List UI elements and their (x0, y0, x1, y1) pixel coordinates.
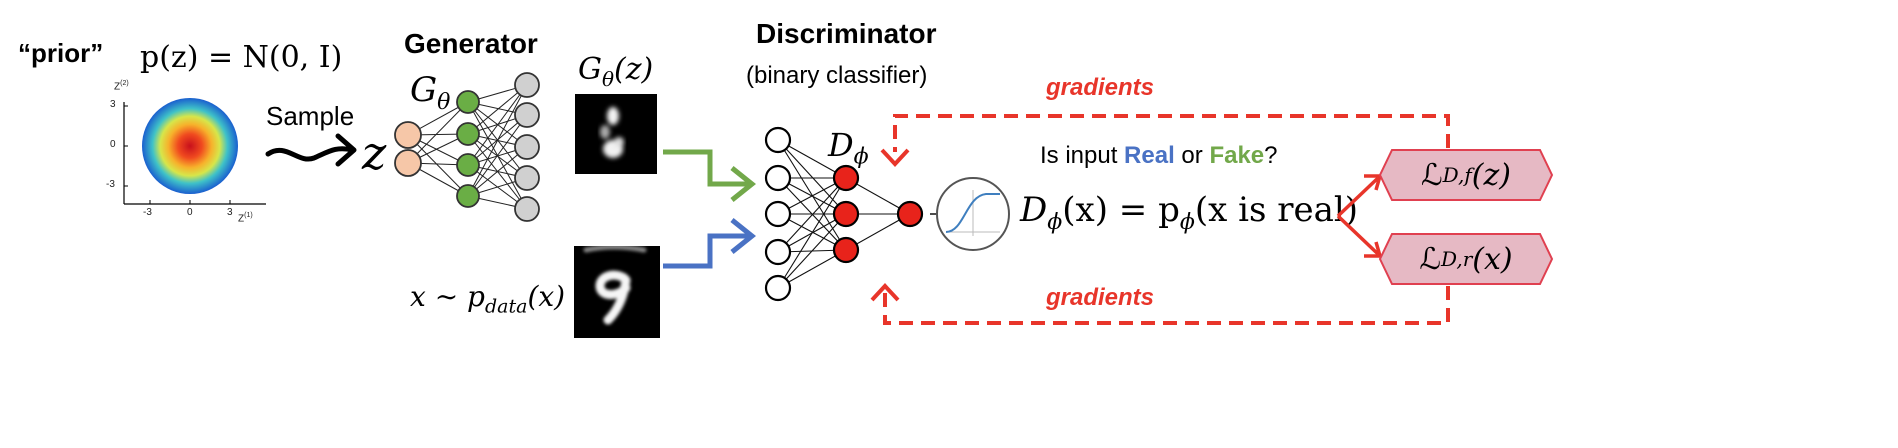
question-suffix: ? (1264, 142, 1278, 169)
question-prefix: Is input (1040, 142, 1125, 169)
data-label-sub: data (484, 295, 528, 318)
loss-real-box: ℒ D,r (x) (1378, 232, 1554, 286)
formula-end: (x is real) (1194, 190, 1359, 230)
z-symbol: z (362, 126, 387, 180)
generated-label-arg: (z) (614, 52, 654, 87)
generated-label-sub: θ (601, 67, 615, 91)
formula-middle: (x) = p (1062, 190, 1180, 230)
sample-arrow (265, 133, 357, 167)
real-image (574, 246, 660, 338)
prior-x-tick-3: 3 (227, 207, 233, 218)
gen-hidden-node (456, 122, 480, 146)
discriminator-symbol-d: D (828, 126, 854, 164)
sample-label: Sample (266, 101, 355, 131)
question-real: Real (1124, 142, 1175, 169)
data-distribution-label: x ∼ pdata(x) (410, 280, 565, 318)
discriminator-output-formula: Dϕ(x) = pϕ(x is real) (1020, 190, 1358, 235)
disc-input-node (764, 200, 792, 228)
sigmoid-icon (930, 177, 1010, 251)
prior-x-axis-label: Z (238, 213, 245, 225)
generator-network (394, 72, 540, 222)
disc-hidden-node (832, 164, 860, 192)
gen-hidden-node (456, 153, 480, 177)
latent-node (394, 149, 422, 177)
generated-sample-label: Gθ(z) (578, 52, 653, 91)
question-fake: Fake (1209, 142, 1265, 169)
prior-x-axis-sup: (1) (244, 212, 253, 219)
prior-y-tick-3: 3 (110, 99, 116, 110)
real-input-arrow (663, 218, 757, 269)
generator-symbol-sub: θ (437, 89, 451, 115)
gradients-top-label: gradients (1046, 74, 1155, 101)
gen-output-node (514, 102, 540, 128)
generator-title: Generator (404, 28, 538, 59)
disc-input-node (764, 274, 792, 302)
gradients-bottom-label: gradients (1046, 284, 1155, 311)
discriminator-subtitle: (binary classifier) (746, 62, 928, 89)
disc-input-node (764, 164, 792, 192)
gaussian-density (142, 98, 238, 194)
loss-real-sub: D,r (1441, 247, 1473, 271)
loss-real-arg: (x) (1472, 241, 1513, 277)
gen-output-node (514, 196, 540, 222)
formula-d-sub: ϕ (1047, 209, 1063, 235)
gen-hidden-node (456, 90, 480, 114)
latent-node (394, 121, 422, 149)
data-label-prefix: x ∼ p (410, 280, 485, 313)
gradient-bottom-path (883, 286, 1450, 325)
formula-d: D (1020, 190, 1048, 230)
formula-p-sub: ϕ (1179, 209, 1195, 235)
disc-input-node (764, 238, 792, 266)
generator-symbol: Gθ (410, 70, 450, 115)
prior-x-tick-0: 0 (187, 207, 193, 218)
loss-fake-box: ℒ D,f (z) (1378, 148, 1554, 202)
discriminator-title: Discriminator (756, 18, 937, 49)
disc-hidden-node (832, 236, 860, 264)
classification-question: Is input Real or Fake? (1040, 142, 1278, 170)
discriminator-symbol-sub: ϕ (853, 144, 869, 170)
loss-fake-arg: (z) (1471, 157, 1511, 193)
prior-gaussian-plot (123, 98, 266, 205)
fake-input-arrow (663, 149, 757, 202)
prior-formula: p(z) = N(0, I) (140, 40, 343, 75)
disc-output-node (896, 200, 924, 228)
generator-symbol-g: G (410, 70, 438, 110)
discriminator-symbol: Dϕ (828, 126, 869, 169)
prior-y-tick-0: 0 (110, 139, 116, 150)
prior-y-axis-sup: (2) (120, 80, 129, 87)
generated-label-g: G (578, 52, 602, 87)
discriminator-network (764, 126, 924, 302)
loss-fake-sub: D,f (1442, 163, 1472, 187)
gen-hidden-node (456, 184, 480, 208)
disc-input-node (764, 126, 792, 154)
question-middle: or (1174, 142, 1210, 169)
loss-fake-l: ℒ (1421, 157, 1443, 193)
prior-x-tick-neg3: -3 (143, 207, 152, 218)
disc-hidden-node (832, 200, 860, 228)
prior-label: “prior” (18, 38, 104, 68)
prior-y-tick-neg3: -3 (106, 179, 115, 190)
loss-real-l: ℒ (1419, 241, 1442, 277)
data-label-arg: (x) (527, 280, 566, 313)
gen-output-node (514, 134, 540, 160)
prior-y-axis-label: Z (114, 81, 121, 93)
gen-output-node (514, 72, 540, 98)
generated-image (575, 94, 657, 174)
gen-output-node (514, 165, 540, 191)
